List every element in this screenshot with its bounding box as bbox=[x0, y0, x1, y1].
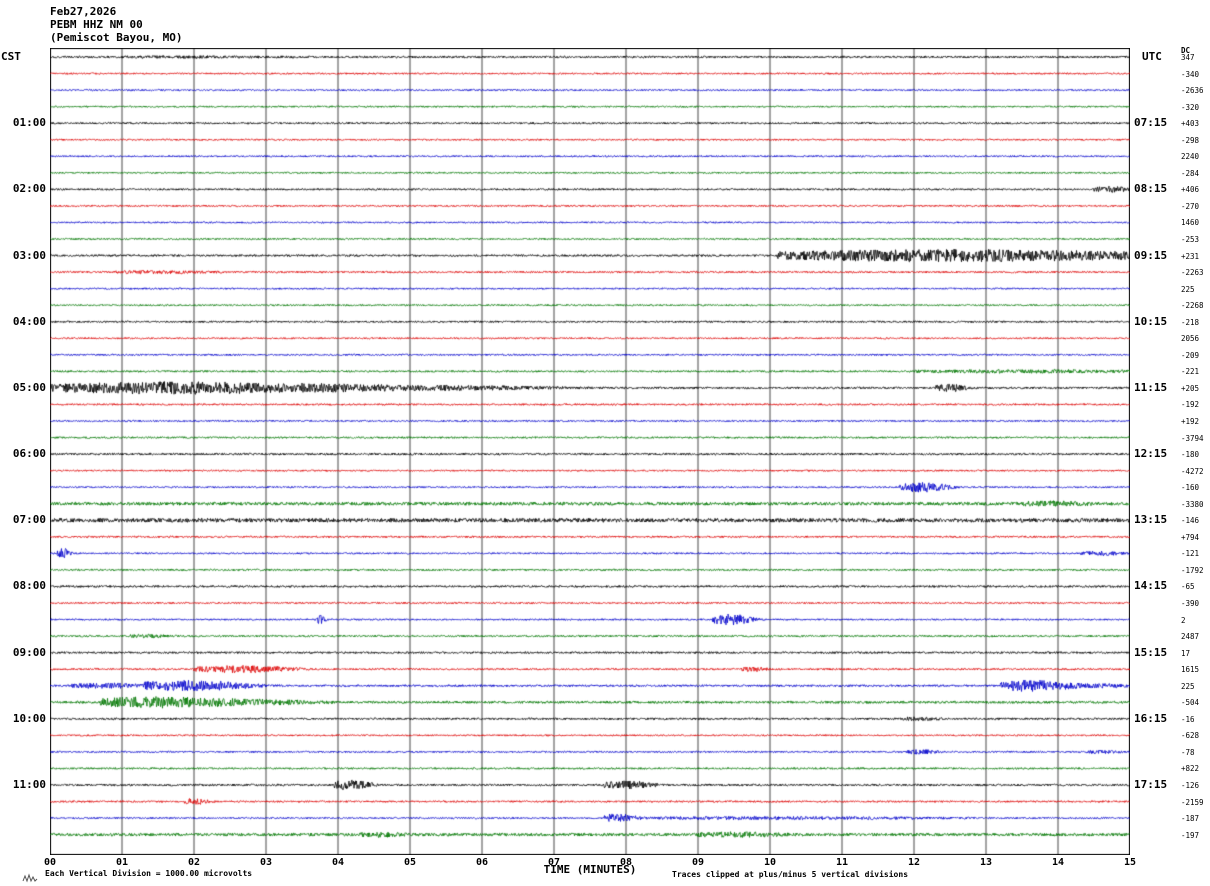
dc-offset-value: -2636 bbox=[1181, 86, 1204, 96]
cst-hour-label: 08:00 bbox=[12, 579, 46, 593]
dc-offset-value: -4272 bbox=[1181, 466, 1204, 476]
minute-tick-label: 04 bbox=[331, 857, 345, 868]
utc-hour-label: 09:15 bbox=[1134, 248, 1168, 262]
minute-tick-label: 03 bbox=[259, 857, 273, 868]
dc-offset-value: -320 bbox=[1181, 102, 1200, 112]
minute-tick-label: 09 bbox=[691, 857, 705, 868]
utc-hour-label: 15:15 bbox=[1134, 645, 1168, 659]
dc-offset-value: -3380 bbox=[1181, 499, 1204, 509]
utc-hour-label: 17:15 bbox=[1134, 777, 1168, 791]
right-axis-title: UTC bbox=[1142, 50, 1162, 63]
utc-hour-label: 14:15 bbox=[1134, 579, 1168, 593]
dc-offset-value: 17 bbox=[1181, 648, 1191, 658]
minute-tick-label: 11 bbox=[835, 857, 849, 868]
cst-hour-label: 05:00 bbox=[12, 380, 46, 394]
dc-offset-value: 2487 bbox=[1181, 632, 1200, 642]
plot-header: Feb27,2026 PEBM HHZ NM 00 (Pemiscot Bayo… bbox=[50, 5, 182, 44]
dc-offset-value: -221 bbox=[1181, 367, 1200, 377]
dc-offset-value: +794 bbox=[1181, 532, 1200, 542]
header-station: PEBM HHZ NM 00 bbox=[50, 18, 143, 31]
dc-offset-header: DC bbox=[1181, 46, 1191, 55]
cst-hour-label: 01:00 bbox=[12, 116, 46, 130]
dc-offset-value: -3794 bbox=[1181, 433, 1204, 443]
cst-hour-label: 04:00 bbox=[12, 314, 46, 328]
cst-hour-label: 09:00 bbox=[12, 645, 46, 659]
dc-offset-value: -16 bbox=[1181, 714, 1195, 724]
cst-hour-label: 11:00 bbox=[12, 777, 46, 791]
dc-offset-value: -65 bbox=[1181, 582, 1195, 592]
dc-offset-value: -2159 bbox=[1181, 797, 1204, 807]
dc-offset-value: +406 bbox=[1181, 185, 1200, 195]
dc-offset-value: 1615 bbox=[1181, 665, 1200, 675]
dc-offset-value: +205 bbox=[1181, 383, 1200, 393]
utc-hour-label: 12:15 bbox=[1134, 447, 1168, 461]
minute-tick-label: 14 bbox=[1051, 857, 1065, 868]
dc-offset-value: -504 bbox=[1181, 698, 1200, 708]
cst-hour-label: 07:00 bbox=[12, 513, 46, 527]
dc-offset-value: -187 bbox=[1181, 814, 1200, 824]
dc-offset-value: -270 bbox=[1181, 201, 1200, 211]
dc-offset-value: 2240 bbox=[1181, 152, 1200, 162]
dc-offset-value: -284 bbox=[1181, 168, 1200, 178]
cst-hour-label: 10:00 bbox=[12, 711, 46, 725]
utc-hour-label: 07:15 bbox=[1134, 116, 1168, 130]
dc-offset-value: 2 bbox=[1181, 615, 1186, 625]
footer-clip-note: Traces clipped at plus/minus 5 vertical … bbox=[672, 870, 909, 879]
dc-offset-value: -180 bbox=[1181, 450, 1200, 460]
cst-hour-label: 06:00 bbox=[12, 447, 46, 461]
dc-offset-value: 2056 bbox=[1181, 334, 1200, 344]
footer-scale-note: Each Vertical Division = 1000.00 microvo… bbox=[45, 869, 253, 878]
minute-tick-label: 01 bbox=[115, 857, 129, 868]
dc-offset-value: +403 bbox=[1181, 119, 1200, 129]
dc-offset-value: -628 bbox=[1181, 731, 1200, 741]
minute-tick-label: 06 bbox=[475, 857, 489, 868]
dc-offset-value: +822 bbox=[1181, 764, 1200, 774]
cst-hour-label: 02:00 bbox=[12, 182, 46, 196]
minute-tick-label: 08 bbox=[619, 857, 633, 868]
minute-tick-label: 15 bbox=[1123, 857, 1137, 868]
cst-hour-label: 03:00 bbox=[12, 248, 46, 262]
minute-tick-label: 05 bbox=[403, 857, 417, 868]
minute-tick-label: 00 bbox=[43, 857, 57, 868]
dc-offset-value: 225 bbox=[1181, 284, 1195, 294]
dc-offset-value: -192 bbox=[1181, 400, 1200, 410]
header-date: Feb27,2026 bbox=[50, 5, 117, 18]
dc-offset-value: +192 bbox=[1181, 416, 1200, 426]
dc-offset-value: -160 bbox=[1181, 483, 1200, 493]
utc-hour-label: 08:15 bbox=[1134, 182, 1168, 196]
x-axis-label: TIME (MINUTES) bbox=[543, 863, 637, 876]
dc-offset-value: -2263 bbox=[1181, 268, 1204, 278]
dc-offset-value: -209 bbox=[1181, 350, 1200, 360]
dc-offset-value: 1460 bbox=[1181, 218, 1200, 228]
minute-tick-label: 02 bbox=[187, 857, 201, 868]
utc-hour-label: 11:15 bbox=[1134, 380, 1168, 394]
header-location: (Pemiscot Bayou, MO) bbox=[50, 31, 183, 44]
dc-offset-value: -197 bbox=[1181, 830, 1200, 840]
utc-hour-label: 16:15 bbox=[1134, 711, 1168, 725]
dc-offset-value: +231 bbox=[1181, 251, 1200, 261]
left-axis-title: CST bbox=[1, 50, 21, 63]
seismogram-canvas bbox=[50, 48, 1130, 855]
utc-hour-label: 10:15 bbox=[1134, 314, 1168, 328]
dc-offset-value: -146 bbox=[1181, 516, 1200, 526]
minute-tick-label: 12 bbox=[907, 857, 921, 868]
minute-tick-label: 07 bbox=[547, 857, 561, 868]
dc-offset-value: -340 bbox=[1181, 69, 1200, 79]
minute-tick-label: 13 bbox=[979, 857, 993, 868]
dc-offset-value: 347 bbox=[1181, 53, 1195, 62]
dc-offset-value: -298 bbox=[1181, 135, 1200, 145]
dc-offset-value: -218 bbox=[1181, 317, 1200, 327]
dc-offset-value: -390 bbox=[1181, 598, 1200, 608]
minute-tick-label: 10 bbox=[763, 857, 777, 868]
dc-offset-value: -78 bbox=[1181, 747, 1195, 757]
dc-offset-value: -2268 bbox=[1181, 301, 1204, 311]
dc-offset-value: -1792 bbox=[1181, 565, 1204, 575]
dc-offset-value: -121 bbox=[1181, 549, 1200, 559]
logo-mark bbox=[22, 873, 38, 883]
dc-offset-value: -253 bbox=[1181, 234, 1200, 244]
utc-hour-label: 13:15 bbox=[1134, 513, 1168, 527]
dc-offset-value: 225 bbox=[1181, 681, 1195, 691]
dc-offset-value: -126 bbox=[1181, 780, 1200, 790]
